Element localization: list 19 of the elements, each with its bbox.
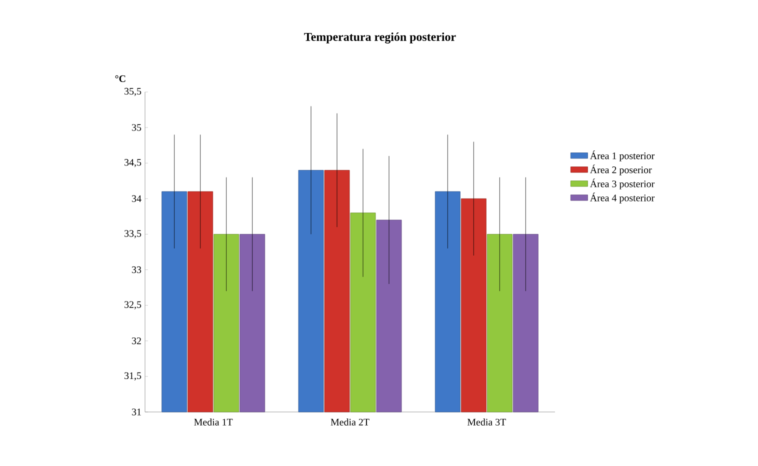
y-tick-label: 31 xyxy=(132,408,141,416)
y-tick-label: 34 xyxy=(132,195,142,202)
legend-label: Área 2 poserior xyxy=(590,164,652,176)
legend-label: Área 1 posterior xyxy=(590,150,655,162)
y-tick-label: 35 xyxy=(132,124,142,131)
y-tick-label: 35,5 xyxy=(124,88,142,96)
y-tick-label: 33 xyxy=(132,266,142,274)
legend-label: Área 4 posterior xyxy=(590,192,655,204)
x-tick-label: Media 3T xyxy=(467,418,506,426)
chart-title: Temperatura región posterior xyxy=(304,32,456,44)
legend-label: Área 3 posterior xyxy=(590,178,655,190)
y-tick-label: 32,5 xyxy=(124,301,142,310)
y-axis-title: °C xyxy=(115,75,126,82)
y-tick-label: 33,5 xyxy=(124,230,142,238)
y-tick-label: 32 xyxy=(132,338,141,344)
y-tick-label: 34,5 xyxy=(124,159,142,168)
x-tick-label: Media 2T xyxy=(330,418,370,426)
y-tick-label: 31,5 xyxy=(124,372,142,380)
x-tick-label: Media 1T xyxy=(194,418,233,426)
